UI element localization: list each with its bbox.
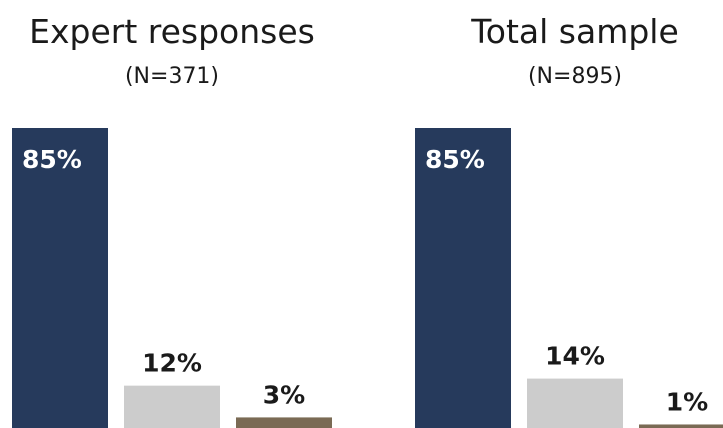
data-label: 12% — [142, 349, 202, 378]
chart-subtitle: (N=371) — [125, 64, 219, 89]
bar — [527, 378, 623, 428]
bar — [415, 128, 511, 428]
bars-group: 85% 12% 3% — [12, 128, 332, 428]
chart-subtitle: (N=895) — [528, 64, 622, 89]
bar — [236, 417, 332, 428]
chart-total-sample: Total sample (N=895) 85% 14% 1% — [415, 12, 723, 428]
data-label: 85% — [425, 145, 485, 174]
chart-expert-responses: Expert responses (N=371) 85% 12% 3% — [12, 12, 332, 428]
data-label: 3% — [263, 380, 305, 409]
chart-title: Total sample — [470, 12, 679, 51]
data-label: 85% — [22, 145, 82, 174]
bar — [124, 385, 220, 428]
data-label: 1% — [666, 387, 708, 416]
bars-group: 85% 14% 1% — [415, 128, 723, 428]
bar — [12, 128, 108, 428]
data-label: 14% — [545, 342, 605, 371]
bar — [639, 424, 723, 428]
chart-title: Expert responses — [29, 12, 315, 51]
